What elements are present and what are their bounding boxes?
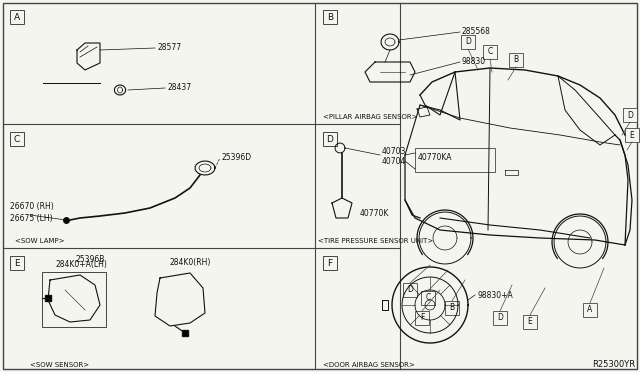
Text: <DOOR AIRBAG SENSOR>: <DOOR AIRBAG SENSOR> [323,362,415,368]
Text: B: B [327,13,333,22]
Bar [403,283,417,297]
Text: 284K0+A(LH): 284K0+A(LH) [55,260,107,269]
Bar [483,45,497,59]
Text: 98830: 98830 [462,58,486,67]
Text: 25396B: 25396B [75,256,104,264]
Bar [625,128,639,142]
Text: A: A [14,13,20,22]
Text: <TIRE PRESSURE SENSOR UNIT>: <TIRE PRESSURE SENSOR UNIT> [318,238,433,244]
Text: <SOW LAMP>: <SOW LAMP> [15,238,65,244]
Text: D: D [497,314,503,323]
Text: C: C [14,135,20,144]
Bar [415,148,495,172]
Bar [323,10,337,24]
Text: C: C [488,48,493,57]
Bar [323,132,337,146]
Text: 26675 (LH): 26675 (LH) [10,214,52,222]
Text: 25396D: 25396D [222,154,252,163]
Text: 98830+A: 98830+A [477,291,513,299]
Bar [623,108,637,122]
Text: F: F [328,259,333,267]
Text: E: E [527,317,532,327]
Bar [415,311,429,325]
Text: B: B [449,304,454,312]
Text: <SOW SENSOR>: <SOW SENSOR> [30,362,89,368]
Bar [523,315,537,329]
Text: E: E [630,131,634,140]
Text: D: D [407,285,413,295]
Bar [509,53,523,67]
Bar [461,35,475,49]
Text: 284K0(RH): 284K0(RH) [170,259,211,267]
Text: F: F [420,314,424,323]
Text: D: D [627,110,633,119]
Text: <PILLAR AIRBAG SENSOR>: <PILLAR AIRBAG SENSOR> [323,114,417,120]
Bar [10,10,24,24]
Text: 285568: 285568 [462,28,491,36]
Text: E: E [14,259,20,267]
Text: B: B [513,55,518,64]
Bar [10,132,24,146]
Text: 40770KA: 40770KA [418,154,452,163]
Bar [583,303,597,317]
Text: R25300YR: R25300YR [592,360,635,369]
Text: 40704: 40704 [382,157,406,166]
Bar [42,272,106,327]
Bar [445,301,459,315]
Text: 28577: 28577 [157,44,181,52]
Text: A: A [588,305,593,314]
Bar [323,256,337,270]
Text: 26670 (RH): 26670 (RH) [10,202,54,212]
Bar [421,291,435,305]
Text: 40703: 40703 [382,148,406,157]
Bar [10,256,24,270]
Bar [493,311,507,325]
Text: D: D [465,38,471,46]
Text: 40770K: 40770K [360,208,389,218]
Text: D: D [326,135,333,144]
Text: 28437: 28437 [167,83,191,93]
Text: C: C [426,294,431,302]
